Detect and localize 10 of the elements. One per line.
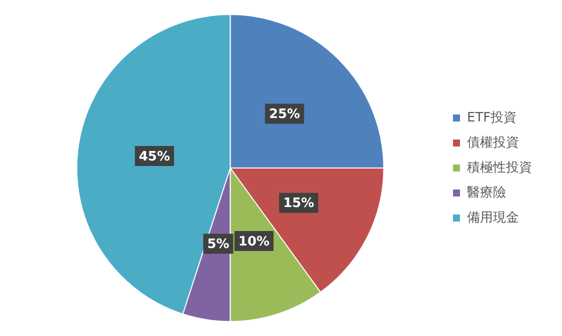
legend-label: 積極性投資 — [467, 160, 532, 176]
data-label: 45% — [138, 149, 170, 164]
data-label: 15% — [283, 196, 314, 212]
legend-label: 備用現金 — [467, 210, 519, 226]
data-label: 10% — [238, 234, 270, 250]
legend-label: ETF投資 — [467, 110, 517, 126]
data-label: 5% — [207, 237, 230, 252]
data-label: 25% — [268, 107, 300, 122]
legend-label: 債權投資 — [467, 135, 519, 150]
legend-label: 醫療險 — [467, 185, 506, 200]
